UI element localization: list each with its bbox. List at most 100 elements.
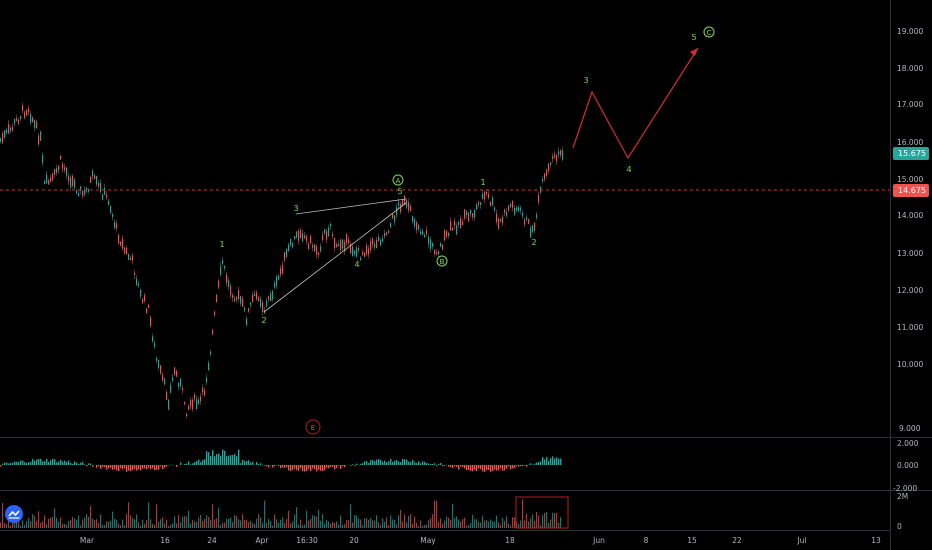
volume-bar [24,524,26,528]
volume-bar [318,509,320,528]
osc-bar [120,465,122,469]
osc-bar [518,465,520,467]
osc-bar [66,461,68,465]
volume-bar [154,525,156,528]
event-marker-e[interactable] [305,419,321,435]
candle-body [198,399,200,404]
volume-bar [462,519,464,528]
volume-bar [260,517,262,528]
candle-body [102,194,104,200]
volume-bar [172,523,174,528]
candle-body [16,118,18,121]
volume-bar [372,520,374,528]
volume-bar [494,521,496,528]
volume-bar [114,518,116,528]
candle-body [190,400,192,407]
osc-bar [516,465,518,466]
wave-label-4-proj[interactable]: 4 [626,165,631,174]
volume-bar [134,519,136,528]
candle-body [186,413,188,417]
time-axis[interactable]: Mar 16 24 Apr 16:30 20 May 18 Jun 8 15 2… [80,536,881,545]
candlestick-series [0,102,564,419]
wave-label-a[interactable]: A [396,177,401,185]
volume-bar [142,519,144,528]
volume-bar [548,522,550,528]
price-line-label[interactable]: 14.675 [893,184,929,197]
candle-body [152,336,154,342]
osc-bar [342,465,344,467]
wave-label-3[interactable]: 3 [293,204,298,213]
candle-body [116,223,118,229]
tradingview-logo-icon[interactable] [5,505,23,523]
volume-axis[interactable]: 2M 0 [897,492,908,531]
wave-label-4[interactable]: 4 [354,260,359,269]
volume-bar [518,524,520,528]
candle-body [464,209,466,219]
volume-bar [508,523,510,528]
osc-bar [540,461,542,465]
volume-bar [110,520,112,528]
volume-bar [194,521,196,528]
wave-label-3-proj[interactable]: 3 [583,76,588,85]
candle-body [398,202,400,207]
candle-body [384,233,386,237]
price-axis[interactable]: 19.000 18.000 17.000 16.000 15.000 14.00… [897,27,923,433]
volume-highlight-box[interactable] [515,496,569,529]
osc-bar [362,463,364,465]
candle-body [48,180,50,185]
osc-bar [8,463,10,465]
candle-body [496,213,498,223]
volume-bar [306,510,308,528]
time-tick: 24 [207,536,217,545]
candle-body [504,209,506,213]
candle-body [266,301,268,306]
oscillator-axis[interactable]: 2.000 0.000 -2.000 [893,439,919,493]
wave-projection-path[interactable] [572,47,699,160]
volume-bar [398,515,400,528]
osc-bar [236,456,238,465]
volume-bar [408,515,410,528]
wave-circle-b[interactable] [436,255,448,267]
osc-bar [44,461,46,465]
candle-body [70,177,72,188]
candle-body [392,213,394,219]
time-tick: 8 [644,536,649,545]
volume-bar [560,517,562,528]
event-marker-label[interactable]: E [311,424,315,432]
volume-bar [56,517,58,528]
wave-label-5-proj[interactable]: 5 [691,33,696,42]
volume-bar [218,507,220,528]
trendline-lower[interactable] [263,202,407,313]
wave-label-5[interactable]: 5 [397,187,402,196]
osc-bar [452,465,454,468]
osc-bar [406,459,408,465]
candle-body [178,382,180,387]
wave-circle-c[interactable] [703,26,715,38]
trendline-upper[interactable] [295,198,407,215]
osc-bar [396,460,398,465]
volume-bar [402,521,404,528]
osc-bar [156,465,158,470]
volume-bar [158,521,160,528]
volume-bar [248,522,250,528]
current-price-label[interactable]: 15.675 [893,147,929,160]
candle-body [110,206,112,214]
wave-label-2-high[interactable]: 2 [531,238,536,247]
wave-label-1[interactable]: 1 [219,240,224,249]
wave-label-2[interactable]: 2 [261,316,266,325]
osc-bar [450,465,452,468]
volume-bar [244,519,246,528]
candle-body [326,231,328,240]
wave-circle-a[interactable] [392,174,404,186]
candle-body [172,377,174,381]
wave-label-b[interactable]: B [440,258,445,266]
volume-bar [106,521,108,528]
osc-bar [148,465,150,468]
volume-bar [102,524,104,528]
volume-bar [22,520,24,528]
volume-bar [422,525,424,528]
candle-body [42,155,44,163]
wave-label-c[interactable]: C [707,29,712,37]
wave-label-1-high[interactable]: 1 [480,178,485,187]
